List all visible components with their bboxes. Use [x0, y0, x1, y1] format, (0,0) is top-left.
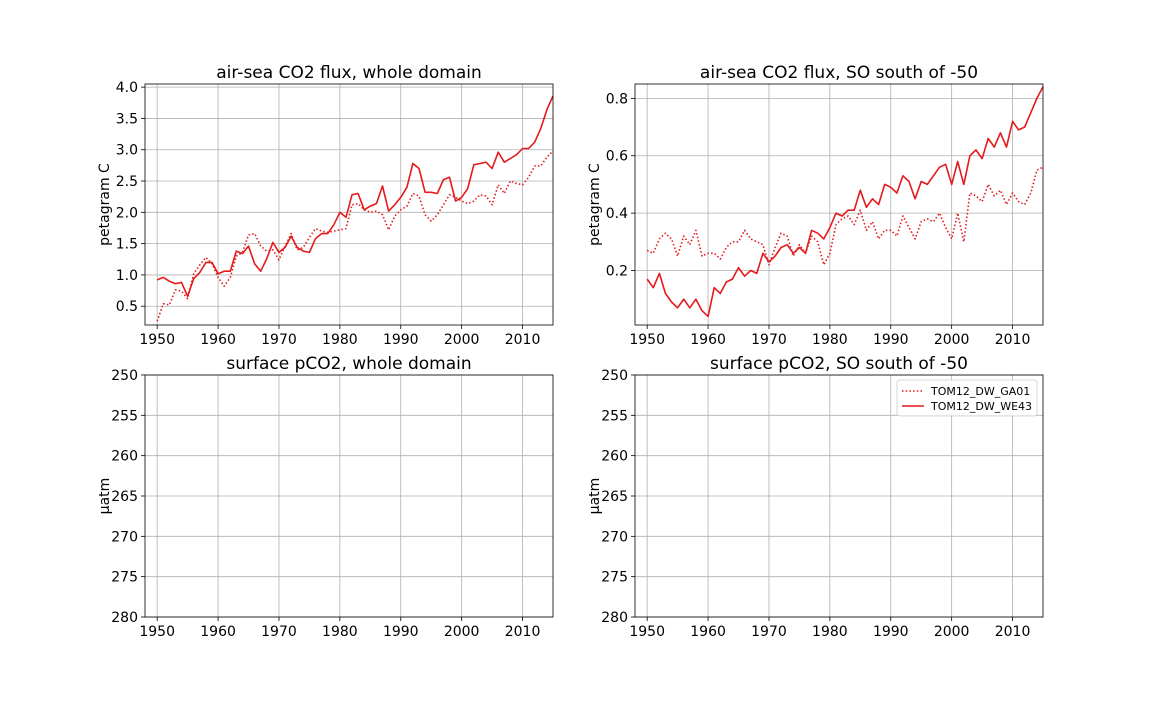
x-tick-label: 1950 [139, 332, 175, 348]
y-tick-label: 3.0 [116, 143, 138, 159]
x-tick-label: 1980 [812, 624, 848, 640]
y-tick-label: 250 [601, 368, 628, 384]
x-tick-label: 1980 [812, 332, 848, 348]
series-line-TOM12_DW_GA01 [156, 150, 554, 322]
x-tick-label: 1990 [873, 624, 909, 640]
legend-label: TOM12_DW_GA01 [930, 385, 1030, 398]
y-tick-label: 265 [111, 489, 138, 505]
series-line-TOM12_DW_WE43 [156, 95, 554, 298]
y-tick-label: 0.2 [606, 263, 628, 279]
series-line-TOM12_DW_GA01 [646, 166, 1044, 266]
chart-title: air-sea CO2 flux, whole domain [216, 63, 481, 83]
y-tick-label: 0.5 [116, 299, 138, 315]
y-tick-label: 0.8 [606, 91, 628, 107]
y-tick-label: 270 [111, 529, 138, 545]
y-tick-label: 4.0 [116, 80, 138, 96]
chart-panel-1: 1950 1960 1970 1980 1990 2000 2010 0.5 1.0 1.5 2.0… [97, 63, 554, 348]
legend-box [896, 379, 1038, 417]
y-tick-label: 3.5 [116, 111, 138, 127]
x-tick-label: 2010 [995, 624, 1031, 640]
x-tick-label: 1960 [690, 332, 726, 348]
y-tick-label: 2.5 [116, 174, 138, 190]
legend-label: TOM12_DW_WE43 [930, 400, 1032, 413]
y-axis-label: μatm [587, 478, 603, 515]
y-tick-label: 250 [111, 368, 138, 384]
chart-panel-2: 1950 1960 1970 1980 1990 2000 2010 0.2 0.4 0.6 0.8… [587, 63, 1044, 348]
x-tick-label: 1950 [629, 624, 665, 640]
y-tick-label: 255 [601, 408, 628, 424]
y-tick-label: 0.4 [606, 206, 628, 222]
y-tick-label: 255 [111, 408, 138, 424]
x-tick-label: 1990 [383, 332, 419, 348]
axes-frame [144, 83, 554, 326]
y-tick-label: 280 [111, 610, 138, 626]
y-tick-label: 0.6 [606, 149, 628, 165]
y-tick-label: 1.0 [116, 268, 138, 284]
y-tick-label: 2.0 [116, 205, 138, 221]
x-tick-label: 1960 [690, 624, 726, 640]
y-tick-label: 275 [601, 570, 628, 586]
x-tick-label: 1960 [200, 624, 236, 640]
x-tick-label: 1950 [629, 332, 665, 348]
x-tick-label: 2000 [444, 624, 480, 640]
y-tick-label: 280 [601, 610, 628, 626]
y-tick-label: 275 [111, 570, 138, 586]
y-axis-label: petagram C [587, 163, 603, 246]
x-tick-label: 1990 [383, 624, 419, 640]
y-tick-label: 260 [111, 449, 138, 465]
y-axis-label: petagram C [97, 163, 113, 246]
x-tick-label: 1960 [200, 332, 236, 348]
x-tick-label: 1950 [139, 624, 175, 640]
x-tick-label: 2000 [444, 332, 480, 348]
x-tick-label: 2010 [995, 332, 1031, 348]
x-tick-label: 1970 [751, 332, 787, 348]
x-tick-label: 2010 [505, 624, 541, 640]
chart-title: surface pCO2, whole domain [226, 354, 471, 374]
chart-panel-3: 1950 1960 1970 1980 1990 2000 2010 250 255 260 265… [97, 354, 554, 640]
chart-title: air-sea CO2 flux, SO south of -50 [700, 63, 978, 83]
x-tick-label: 1970 [261, 624, 297, 640]
x-tick-label: 2000 [934, 332, 970, 348]
x-tick-label: 1970 [751, 624, 787, 640]
y-tick-label: 270 [601, 529, 628, 545]
y-tick-label: 265 [601, 489, 628, 505]
y-tick-label: 1.5 [116, 237, 138, 253]
chart-title: surface pCO2, SO south of -50 [710, 354, 968, 374]
y-tick-label: 260 [601, 449, 628, 465]
x-tick-label: 2010 [505, 332, 541, 348]
legend: TOM12_DW_GA01 TOM12_DW_WE43 [896, 379, 1038, 417]
x-tick-label: 1990 [873, 332, 909, 348]
x-tick-label: 1980 [322, 624, 358, 640]
chart-panel-4: 1950 1960 1970 1980 1990 2000 2010 250 255 260 265… [587, 354, 1044, 640]
x-tick-label: 1980 [322, 332, 358, 348]
axes-frame [634, 83, 1044, 326]
x-tick-label: 2000 [934, 624, 970, 640]
y-axis-label: μatm [97, 478, 113, 515]
x-tick-label: 1970 [261, 332, 297, 348]
series-line-TOM12_DW_WE43 [646, 86, 1044, 318]
